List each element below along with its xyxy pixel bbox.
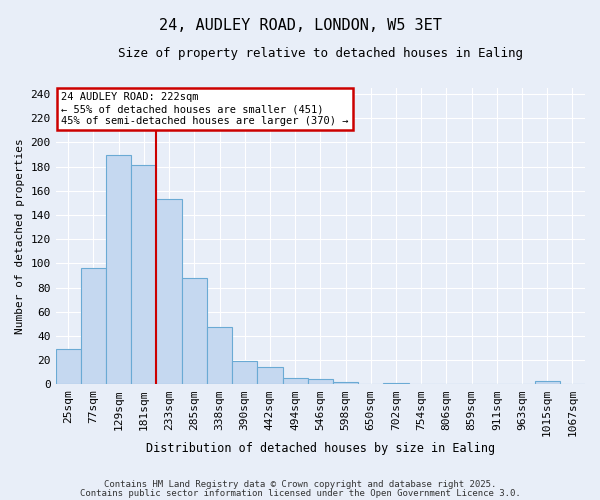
Text: 24 AUDLEY ROAD: 222sqm
← 55% of detached houses are smaller (451)
45% of semi-de: 24 AUDLEY ROAD: 222sqm ← 55% of detached… xyxy=(61,92,349,126)
Text: 24, AUDLEY ROAD, LONDON, W5 3ET: 24, AUDLEY ROAD, LONDON, W5 3ET xyxy=(158,18,442,32)
Text: Contains HM Land Registry data © Crown copyright and database right 2025.: Contains HM Land Registry data © Crown c… xyxy=(104,480,496,489)
Bar xyxy=(257,368,283,384)
X-axis label: Distribution of detached houses by size in Ealing: Distribution of detached houses by size … xyxy=(146,442,495,455)
Bar xyxy=(207,328,232,384)
Bar xyxy=(106,154,131,384)
Bar xyxy=(308,380,333,384)
Title: Size of property relative to detached houses in Ealing: Size of property relative to detached ho… xyxy=(118,48,523,60)
Bar xyxy=(56,350,81,384)
Bar xyxy=(131,166,157,384)
Bar xyxy=(81,268,106,384)
Text: Contains public sector information licensed under the Open Government Licence 3.: Contains public sector information licen… xyxy=(80,488,520,498)
Bar xyxy=(383,383,409,384)
Bar xyxy=(157,200,182,384)
Bar xyxy=(232,362,257,384)
Bar xyxy=(333,382,358,384)
Bar xyxy=(283,378,308,384)
Bar xyxy=(182,278,207,384)
Y-axis label: Number of detached properties: Number of detached properties xyxy=(15,138,25,334)
Bar xyxy=(535,380,560,384)
